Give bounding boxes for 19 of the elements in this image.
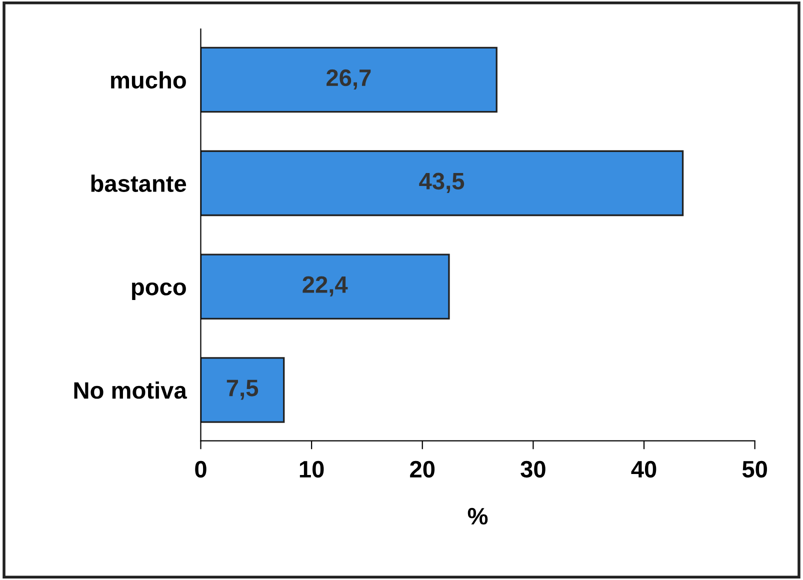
x-axis-title: % [468,508,488,525]
x-tick-label: 10 [300,460,324,478]
bar [200,357,285,423]
x-tick-label: 50 [742,460,767,478]
y-tick-label: bastante [91,174,186,192]
x-tick-label: 40 [631,460,656,478]
data-label: 26,7 [326,69,371,90]
x-tick-label: 20 [410,460,435,478]
data-label: 43,5 [419,172,464,193]
data-label: 7,5 [226,380,258,400]
x-tick-label: 0 [195,460,206,478]
data-label: 22,4 [302,276,348,296]
y-tick-label: mucho [111,71,186,89]
y-tick-label: No motiva [74,381,188,399]
bar [200,150,684,216]
y-tick-label: poco [132,282,186,300]
bar [200,46,498,113]
bar [200,254,450,320]
x-tick-label: 30 [520,460,546,478]
